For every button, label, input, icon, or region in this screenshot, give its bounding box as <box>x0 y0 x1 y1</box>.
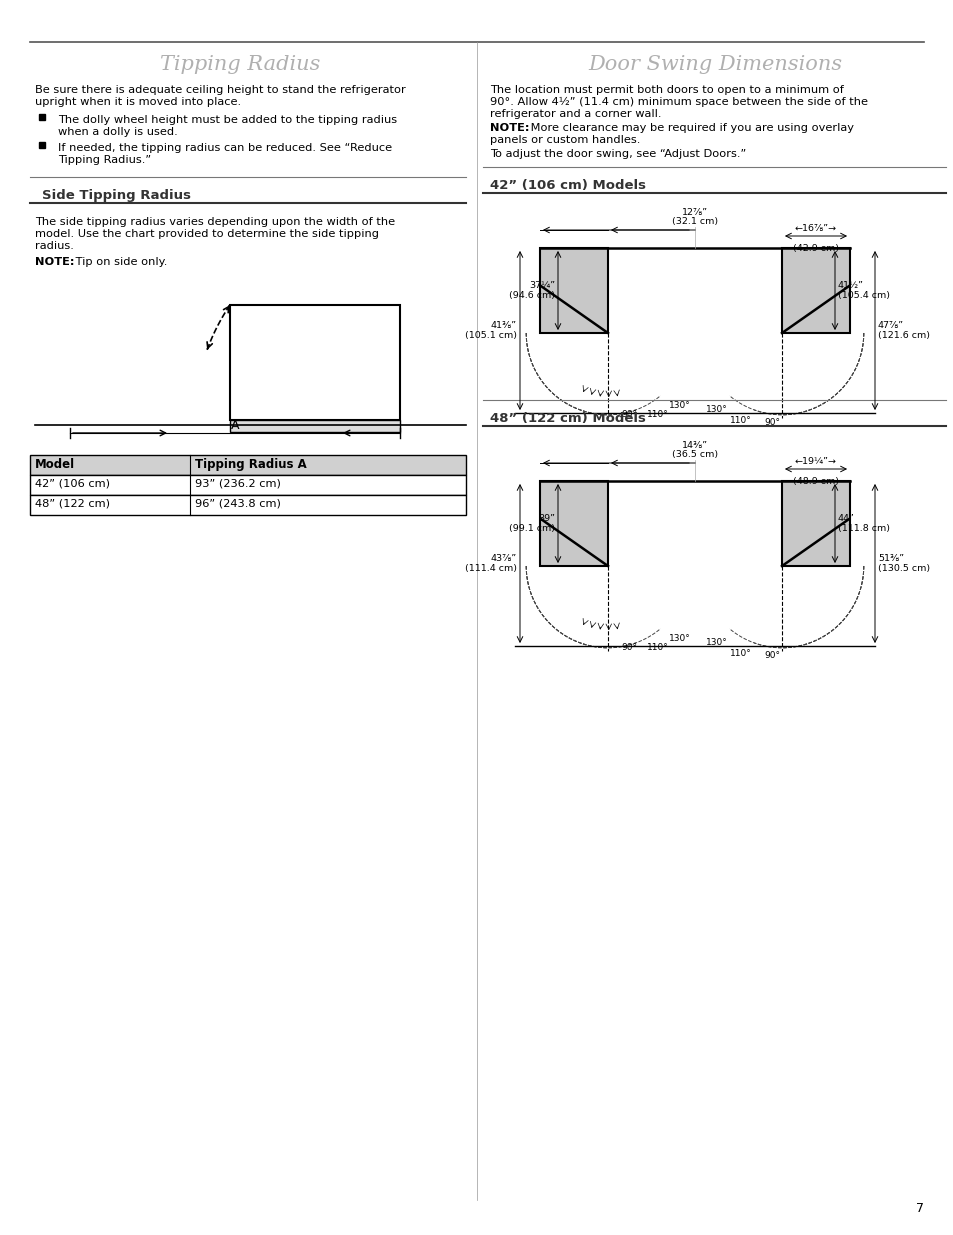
Text: 130°: 130° <box>705 637 727 647</box>
Text: (32.1 cm): (32.1 cm) <box>671 217 718 226</box>
Text: The side tipping radius varies depending upon the width of the: The side tipping radius varies depending… <box>35 217 395 227</box>
Text: 90°. Allow 4½” (11.4 cm) minimum space between the side of the: 90°. Allow 4½” (11.4 cm) minimum space b… <box>490 98 867 107</box>
Text: 130°: 130° <box>668 634 690 643</box>
Text: 90°: 90° <box>763 417 780 427</box>
Text: 110°: 110° <box>729 648 751 658</box>
Text: 90°: 90° <box>620 410 637 419</box>
Text: 41½”
(105.4 cm): 41½” (105.4 cm) <box>837 280 889 300</box>
Text: refrigerator and a corner wall.: refrigerator and a corner wall. <box>490 109 660 119</box>
Text: Side Tipping Radius: Side Tipping Radius <box>42 189 191 203</box>
Text: 44”
(111.8 cm): 44” (111.8 cm) <box>837 514 889 534</box>
Bar <box>539 480 607 566</box>
Text: 43⅞”
(111.4 cm): 43⅞” (111.4 cm) <box>464 553 517 573</box>
Text: NOTE:: NOTE: <box>490 124 529 133</box>
Text: (48.9 cm): (48.9 cm) <box>792 477 838 487</box>
Bar <box>230 305 399 420</box>
Bar <box>30 454 465 475</box>
Text: 110°: 110° <box>646 643 668 652</box>
Text: 41⅜”
(105.1 cm): 41⅜” (105.1 cm) <box>464 321 517 340</box>
Text: 110°: 110° <box>646 410 668 420</box>
Bar <box>30 495 465 515</box>
Text: A: A <box>231 419 239 432</box>
Text: If needed, the tipping radius can be reduced. See “Reduce: If needed, the tipping radius can be red… <box>58 143 392 153</box>
Text: 42” (106 cm) Models: 42” (106 cm) Models <box>490 179 645 191</box>
Text: 48” (122 cm) Models: 48” (122 cm) Models <box>490 412 645 425</box>
Text: The location must permit both doors to open to a minimum of: The location must permit both doors to o… <box>490 85 843 95</box>
Text: 7: 7 <box>915 1202 923 1215</box>
Text: panels or custom handles.: panels or custom handles. <box>490 135 639 144</box>
Text: radius.: radius. <box>35 241 73 251</box>
Text: Model: Model <box>35 458 75 471</box>
Text: 39”
(99.1 cm): 39” (99.1 cm) <box>509 514 555 534</box>
Text: 12⅞”: 12⅞” <box>681 207 707 217</box>
Bar <box>781 480 849 566</box>
Text: 90°: 90° <box>620 643 637 652</box>
Text: 90°: 90° <box>763 651 780 659</box>
Bar <box>781 248 849 333</box>
Text: 93” (236.2 cm): 93” (236.2 cm) <box>194 478 280 488</box>
Bar <box>30 475 465 495</box>
Text: Be sure there is adequate ceiling height to stand the refrigerator: Be sure there is adequate ceiling height… <box>35 85 405 95</box>
Text: model. Use the chart provided to determine the side tipping: model. Use the chart provided to determi… <box>35 228 378 240</box>
Text: 130°: 130° <box>668 401 690 410</box>
Text: Door Swing Dimensions: Door Swing Dimensions <box>587 56 841 74</box>
Text: 14⅜”: 14⅜” <box>681 441 707 450</box>
Text: To adjust the door swing, see “Adjust Doors.”: To adjust the door swing, see “Adjust Do… <box>490 149 745 159</box>
Text: 51⅜”
(130.5 cm): 51⅜” (130.5 cm) <box>877 553 929 573</box>
Text: NOTE:: NOTE: <box>35 257 74 267</box>
Text: 96” (243.8 cm): 96” (243.8 cm) <box>194 498 280 508</box>
Bar <box>539 248 607 333</box>
Text: upright when it is moved into place.: upright when it is moved into place. <box>35 98 241 107</box>
Text: 110°: 110° <box>729 416 751 425</box>
Text: when a dolly is used.: when a dolly is used. <box>58 127 177 137</box>
Text: The dolly wheel height must be added to the tipping radius: The dolly wheel height must be added to … <box>58 115 396 125</box>
Text: Tipping Radius A: Tipping Radius A <box>194 458 307 471</box>
Text: More clearance may be required if you are using overlay: More clearance may be required if you ar… <box>526 124 853 133</box>
Text: Tip on side only.: Tip on side only. <box>71 257 167 267</box>
Text: Tipping Radius: Tipping Radius <box>160 56 320 74</box>
Text: 130°: 130° <box>705 405 727 414</box>
Text: Tipping Radius.”: Tipping Radius.” <box>58 156 151 165</box>
Text: 48” (122 cm): 48” (122 cm) <box>35 498 110 508</box>
Text: (36.5 cm): (36.5 cm) <box>671 450 718 459</box>
Bar <box>230 420 399 432</box>
Text: ←16⅞”→: ←16⅞”→ <box>794 224 836 233</box>
Text: 47⅞”
(121.6 cm): 47⅞” (121.6 cm) <box>877 321 929 340</box>
Text: ←19¼”→: ←19¼”→ <box>794 457 836 466</box>
Text: 42” (106 cm): 42” (106 cm) <box>35 478 110 488</box>
Text: 37¼”
(94.6 cm): 37¼” (94.6 cm) <box>509 280 555 300</box>
Text: (42.9 cm): (42.9 cm) <box>792 245 838 253</box>
